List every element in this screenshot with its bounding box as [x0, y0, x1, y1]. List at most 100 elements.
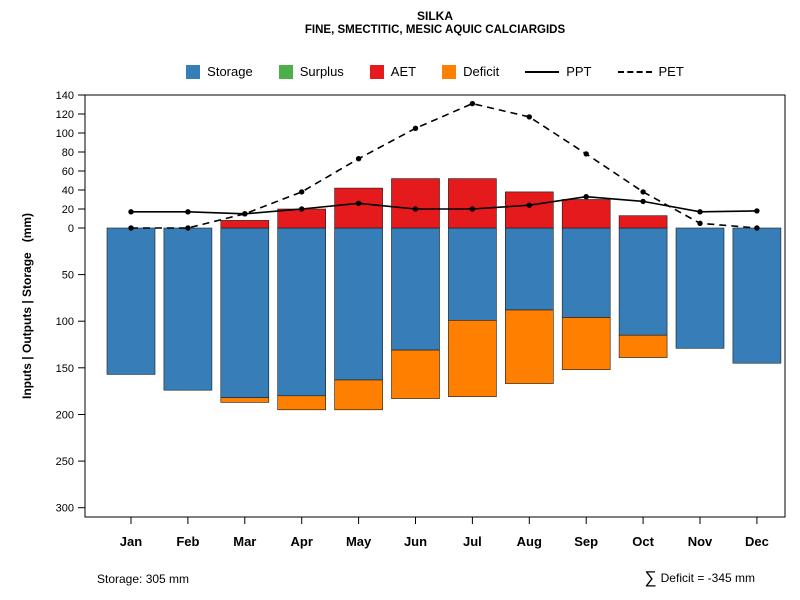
ppt-point: [640, 198, 646, 205]
deficit-annotation: ∑ Deficit = -345 mm: [645, 568, 755, 588]
legend-item-deficit: Deficit: [442, 64, 499, 79]
legend-label: Storage: [207, 64, 253, 79]
storage-bar: [391, 227, 440, 351]
aet-bar: [618, 215, 668, 229]
chart-title: SILKA: [417, 9, 453, 23]
deficit-bar: [334, 379, 383, 411]
y-tick-label: 80: [62, 147, 74, 159]
pet-point: [412, 125, 419, 131]
month-label: May: [346, 534, 372, 549]
ppt-point: [412, 206, 419, 212]
legend-item-aet: AET: [369, 64, 417, 79]
legend-label: AET: [390, 64, 417, 79]
ppt-point: [299, 206, 305, 212]
ppt-point: [583, 194, 589, 200]
legend-item-surplus: Surplus: [278, 64, 344, 79]
ppt-line-sample: [525, 70, 560, 73]
ppt-point: [355, 200, 362, 206]
aet-bar: [504, 191, 554, 229]
storage-bar: [732, 227, 782, 364]
storage-annotation: Storage: 305 mm: [97, 572, 190, 586]
y-tick-label: 200: [56, 410, 74, 422]
pet-point: [697, 220, 703, 226]
month-label: Oct: [632, 534, 654, 549]
y-tick-label: 140: [56, 90, 74, 102]
legend-label: Deficit: [463, 64, 500, 79]
storage-bar: [334, 227, 383, 381]
month-label: Aug: [517, 534, 542, 549]
y-tick-label: 120: [56, 109, 74, 121]
aet-bar: [220, 220, 270, 229]
storage-bar: [561, 227, 611, 318]
plot-border: [84, 94, 786, 518]
storage-bar: [675, 227, 725, 349]
aet-bar: [277, 208, 327, 229]
pet-point: [242, 211, 248, 217]
storage-bar: [220, 227, 270, 398]
y-tick-label: 0: [68, 223, 74, 235]
aet-bar: [391, 178, 440, 229]
y-tick-label: 20: [62, 204, 74, 216]
legend-item-storage: Storage: [186, 64, 253, 79]
pet-point: [299, 189, 305, 195]
storage-bar: [277, 227, 327, 397]
pet-point: [640, 189, 646, 195]
ppt-point: [526, 202, 532, 208]
month-label: Jan: [120, 534, 142, 549]
y-tick-label: 60: [62, 166, 74, 178]
legend-label: PPT: [566, 64, 592, 79]
legend-label: Surplus: [299, 64, 344, 79]
y-tick-label: 150: [56, 363, 74, 375]
pet-point: [583, 151, 589, 157]
month-label: Jun: [404, 534, 427, 549]
deficit-bar: [220, 397, 270, 403]
deficit-total-label: Deficit = -345 mm: [660, 571, 755, 585]
ppt-point: [697, 209, 703, 215]
pet-point: [526, 114, 532, 120]
month-label: Dec: [745, 534, 769, 549]
aet-bar: [334, 187, 383, 229]
ppt-line: [131, 195, 757, 215]
deficit-bar: [391, 349, 440, 399]
aet-swatch: [369, 64, 384, 79]
legend-item-pet: PET: [617, 64, 684, 79]
sum-symbol: ∑: [644, 568, 657, 587]
storage-bar: [448, 227, 497, 321]
legend-label: PET: [658, 64, 684, 79]
deficit-bar: [448, 319, 497, 397]
ppt-point: [469, 206, 476, 212]
aet-bar: [561, 199, 611, 229]
storage-bar: [163, 227, 213, 391]
storage-bar: [106, 227, 156, 375]
storage-bar: [504, 227, 554, 311]
y-tick-label: 50: [62, 270, 74, 282]
y-tick-label: 100: [56, 316, 74, 328]
month-label: Apr: [291, 534, 313, 549]
month-label: Jul: [463, 534, 482, 549]
deficit-swatch: [442, 64, 457, 79]
ppt-point: [754, 208, 760, 214]
y-tick-label: 250: [56, 456, 74, 468]
y-tick-label: 100: [56, 128, 74, 140]
deficit-bar: [561, 317, 611, 371]
pet-point: [355, 156, 362, 162]
pet-point: [754, 225, 760, 231]
pet-line-sample: [617, 70, 652, 73]
y-axis-title: Inputs | Outputs | Storage (mm): [20, 213, 34, 399]
month-label: Feb: [176, 534, 199, 549]
pet-point: [185, 225, 191, 231]
surplus-swatch: [278, 64, 293, 79]
ppt-point: [128, 209, 134, 215]
y-tick-label: 300: [56, 503, 74, 515]
month-label: Mar: [233, 534, 256, 549]
ppt-point: [185, 209, 191, 215]
storage-swatch: [186, 64, 201, 79]
deficit-bar: [618, 334, 668, 358]
legend-item-ppt: PPT: [525, 64, 592, 79]
y-tick-label: 40: [62, 185, 74, 197]
pet-point: [469, 100, 476, 107]
deficit-bar: [277, 395, 327, 411]
chart-subtitle: FINE, SMECTITIC, MESIC AQUIC CALCIARGIDS: [304, 24, 566, 36]
